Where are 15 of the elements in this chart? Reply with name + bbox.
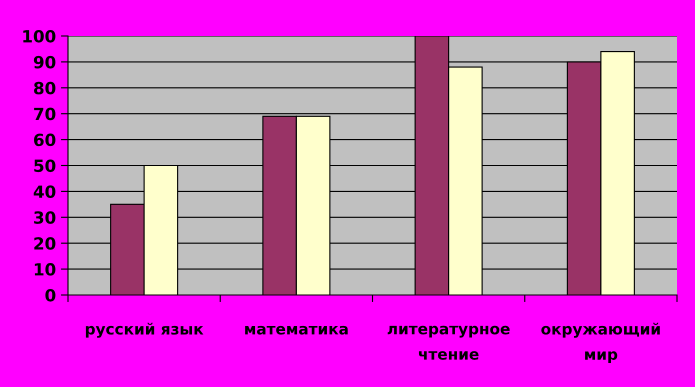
y-tick-label: 50 <box>34 159 56 172</box>
y-tick-label: 20 <box>34 237 56 250</box>
y-tick-label: 0 <box>45 288 56 302</box>
y-tick-label: 10 <box>34 263 56 276</box>
y-tick-label: 40 <box>34 185 56 198</box>
x-tick-label: математика <box>245 326 348 335</box>
x-tick-label: литературное чтение <box>388 326 510 360</box>
y-tick-label: 80 <box>34 82 56 94</box>
y-tick-label: 60 <box>34 134 56 146</box>
y-tick-label: 30 <box>34 211 56 224</box>
y-tick-label: 70 <box>34 108 56 120</box>
y-tick-label: 100 <box>23 30 56 43</box>
y-tick-label: 90 <box>34 56 56 68</box>
x-tick-label: окружающий мир <box>541 322 660 363</box>
x-tick-label: русский язык <box>86 322 204 338</box>
